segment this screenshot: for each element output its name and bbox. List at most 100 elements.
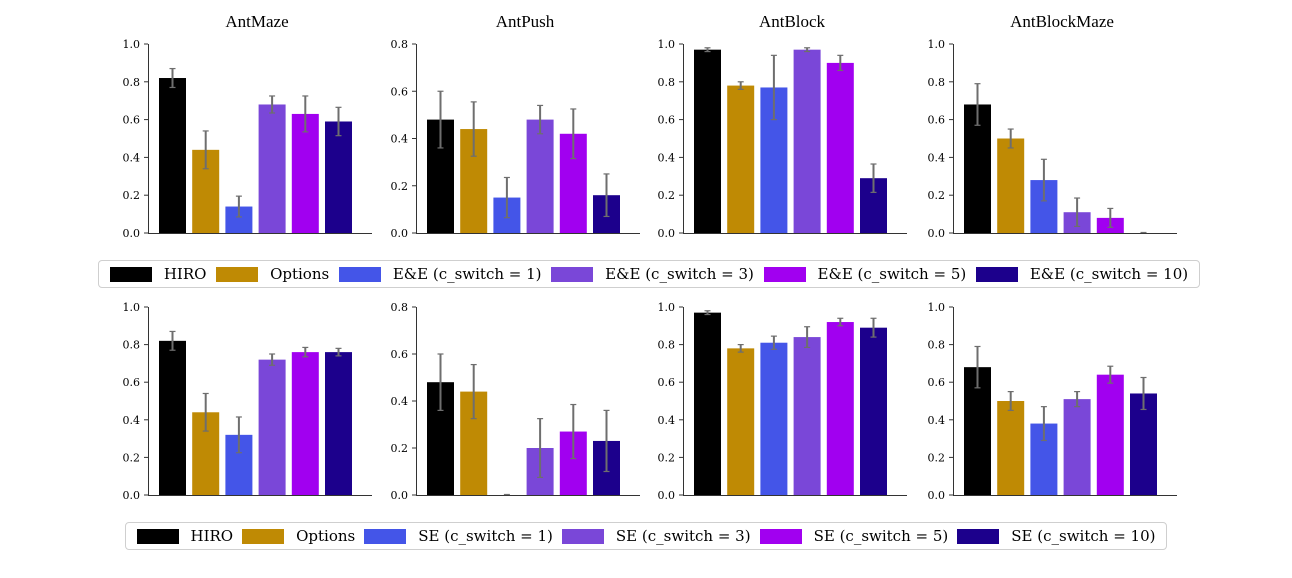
panel-bottom-2-ytick-label: 0.6 [391, 348, 409, 361]
panel-top-1-ytick-label: 1.0 [123, 38, 141, 51]
legend-label-se-c3: SE (c_switch = 3) [615, 527, 751, 545]
legend-swatch-se-c3 [561, 528, 604, 544]
panel-top-3-title: AntBlock [759, 12, 826, 31]
panel-top-3-ytick-label: 1.0 [658, 38, 676, 51]
panel-bottom-3-bar-options [727, 348, 755, 495]
panel-top-1-bar-hiro [159, 78, 186, 234]
panel-bottom-3-ytick-label: 0.4 [658, 414, 676, 427]
legend-label-hiro: HIRO [163, 265, 207, 283]
panel-top-1-bar-c3 [258, 104, 286, 233]
panel-bottom-3-ytick-label: 0.8 [658, 339, 676, 352]
legend-item-se-c1: SE (c_switch = 1) [364, 527, 553, 545]
panel-bottom-3-ytick-label: 1.0 [658, 301, 676, 314]
panel-bottom-2-ytick-label: 0.0 [391, 489, 409, 502]
panel-bottom-4-ytick-label: 0.0 [928, 489, 946, 502]
panel-bottom-3-bar-c1 [760, 342, 788, 495]
legend-swatch-ee-c5 [763, 266, 806, 282]
panel-bottom-1-ytick-label: 0.2 [123, 451, 141, 464]
legend-item-se-c10: SE (c_switch = 10) [957, 527, 1155, 545]
legend-item-ee-c10: E&E (c_switch = 10) [975, 265, 1189, 283]
panel-bottom-1-ytick-label: 0.0 [123, 489, 141, 502]
panel-top-2-ytick-label: 0.0 [391, 227, 409, 240]
panel-top-1-ytick-label: 0.2 [123, 189, 141, 202]
panel-top-1-bar-c5 [291, 113, 319, 233]
legend-item-hiro: HIRO [136, 527, 234, 545]
panel-bottom-4-ytick-label: 0.6 [928, 376, 946, 389]
legend-swatch-se-c10 [957, 528, 1000, 544]
panel-bottom-3-bar-c3 [793, 337, 821, 495]
panel-top-4-ytick-label: 1.0 [928, 38, 946, 51]
panel-bottom-3-bar-hiro [694, 312, 721, 495]
panel-top-3-ytick-label: 0.4 [658, 151, 676, 164]
panel-top-4-ytick-label: 0.0 [928, 227, 946, 240]
panel-top-3-ytick-label: 0.0 [658, 227, 676, 240]
panel-bottom-3-ytick-label: 0.0 [658, 489, 676, 502]
panel-bottom-2-ytick-label: 0.8 [391, 301, 409, 314]
legend-swatch-se-c5 [759, 528, 802, 544]
panel-bottom-1-bar-hiro [159, 340, 186, 495]
panel-bottom-4-bar-hiro [964, 367, 991, 495]
panel-top-2-ytick-label: 0.6 [391, 85, 409, 98]
panel-top-3-ytick-label: 0.2 [658, 189, 676, 202]
panel-top-1-ytick-label: 0.8 [123, 76, 141, 89]
panel-top-1-title: AntMaze [225, 12, 288, 31]
legend-label-se-c10: SE (c_switch = 10) [1011, 527, 1156, 545]
legend-item-se-c3: SE (c_switch = 3) [561, 527, 751, 545]
panel-top-4-bar-hiro [964, 104, 991, 233]
panel-top-4-title: AntBlockMaze [1010, 12, 1114, 31]
panel-bottom-4-ytick-label: 0.4 [928, 414, 946, 427]
legend-label-se-c5: SE (c_switch = 5) [813, 527, 949, 545]
legend-item-ee-c1: E&E (c_switch = 1) [338, 265, 542, 283]
legend-item-ee-c5: E&E (c_switch = 5) [763, 265, 967, 283]
panel-bottom-4-ytick-label: 1.0 [928, 301, 946, 314]
panel-bottom-4-ytick-label: 0.2 [928, 451, 946, 464]
panel-bottom-4-bar-c10 [1130, 393, 1157, 495]
panel-bottom-1-bar-c10 [325, 352, 352, 495]
panel-top-3-bar-c3 [793, 49, 821, 233]
panel-top-1-ytick-label: 0.6 [123, 114, 141, 127]
panel-top-3-bar-c5 [826, 62, 854, 234]
panel-top-2-title: AntPush [496, 12, 555, 31]
panel-bottom-3-bar-c5 [826, 322, 854, 495]
panel-top-4-ytick-label: 0.2 [928, 189, 946, 202]
panel-bottom-1-ytick-label: 0.4 [123, 414, 141, 427]
panel-bottom-3-bar-c10 [860, 327, 887, 495]
panel-bottom-2-ytick-label: 0.2 [391, 442, 409, 455]
legend-swatch-hiro [109, 266, 152, 282]
panel-bottom-4-bar-c5 [1096, 374, 1124, 495]
panel-top-4-ytick-label: 0.4 [928, 151, 946, 164]
panel-top-3-bar-options [727, 85, 755, 233]
panel-top-4-ytick-label: 0.8 [928, 76, 946, 89]
legend-swatch-hiro [136, 528, 179, 544]
legend-swatch-ee-c1 [338, 266, 381, 282]
panel-bottom-4-ytick-label: 0.8 [928, 339, 946, 352]
legend-item-ee-c3: E&E (c_switch = 3) [551, 265, 754, 283]
panel-top-1-ytick-label: 0.0 [123, 227, 141, 240]
legend-label-options: Options [270, 265, 330, 283]
panel-top-2-ytick-label: 0.8 [391, 38, 409, 51]
panel-top-4-ytick-label: 0.6 [928, 114, 946, 127]
panel-bottom-1-ytick-label: 1.0 [123, 301, 141, 314]
legend-swatch-options [216, 266, 259, 282]
panel-bottom-2-ytick-label: 0.4 [391, 395, 409, 408]
legend-top: HIRO Options E&E (c_switch = 1) E&E (c_s… [98, 260, 1200, 288]
panel-top-1-bar-c10 [325, 121, 352, 233]
legend-label-options: Options [296, 527, 356, 545]
legend-label-ee-c1: E&E (c_switch = 1) [392, 265, 542, 283]
legend-item-options: Options [216, 265, 329, 283]
legend-bottom: HIRO Options SE (c_switch = 1) SE (c_swi… [125, 522, 1167, 550]
panel-bottom-1-bar-c3 [258, 359, 286, 495]
panel-bottom-4-bar-options [997, 401, 1025, 495]
panel-top-3-bar-hiro [694, 49, 721, 233]
legend-swatch-se-c1 [364, 528, 407, 544]
panel-bottom-1-ytick-label: 0.8 [123, 339, 141, 352]
panel-top-2-ytick-label: 0.4 [391, 133, 409, 146]
legend-swatch-ee-c10 [975, 266, 1018, 282]
legend-label-ee-c5: E&E (c_switch = 5) [817, 265, 967, 283]
legend-label-ee-c10: E&E (c_switch = 10) [1029, 265, 1189, 283]
panel-top-3-ytick-label: 0.6 [658, 114, 676, 127]
panel-bottom-1-bar-c5 [291, 352, 319, 495]
legend-item-options: Options [242, 527, 355, 545]
legend-swatch-ee-c3 [551, 266, 594, 282]
legend-label-hiro: HIRO [190, 527, 234, 545]
